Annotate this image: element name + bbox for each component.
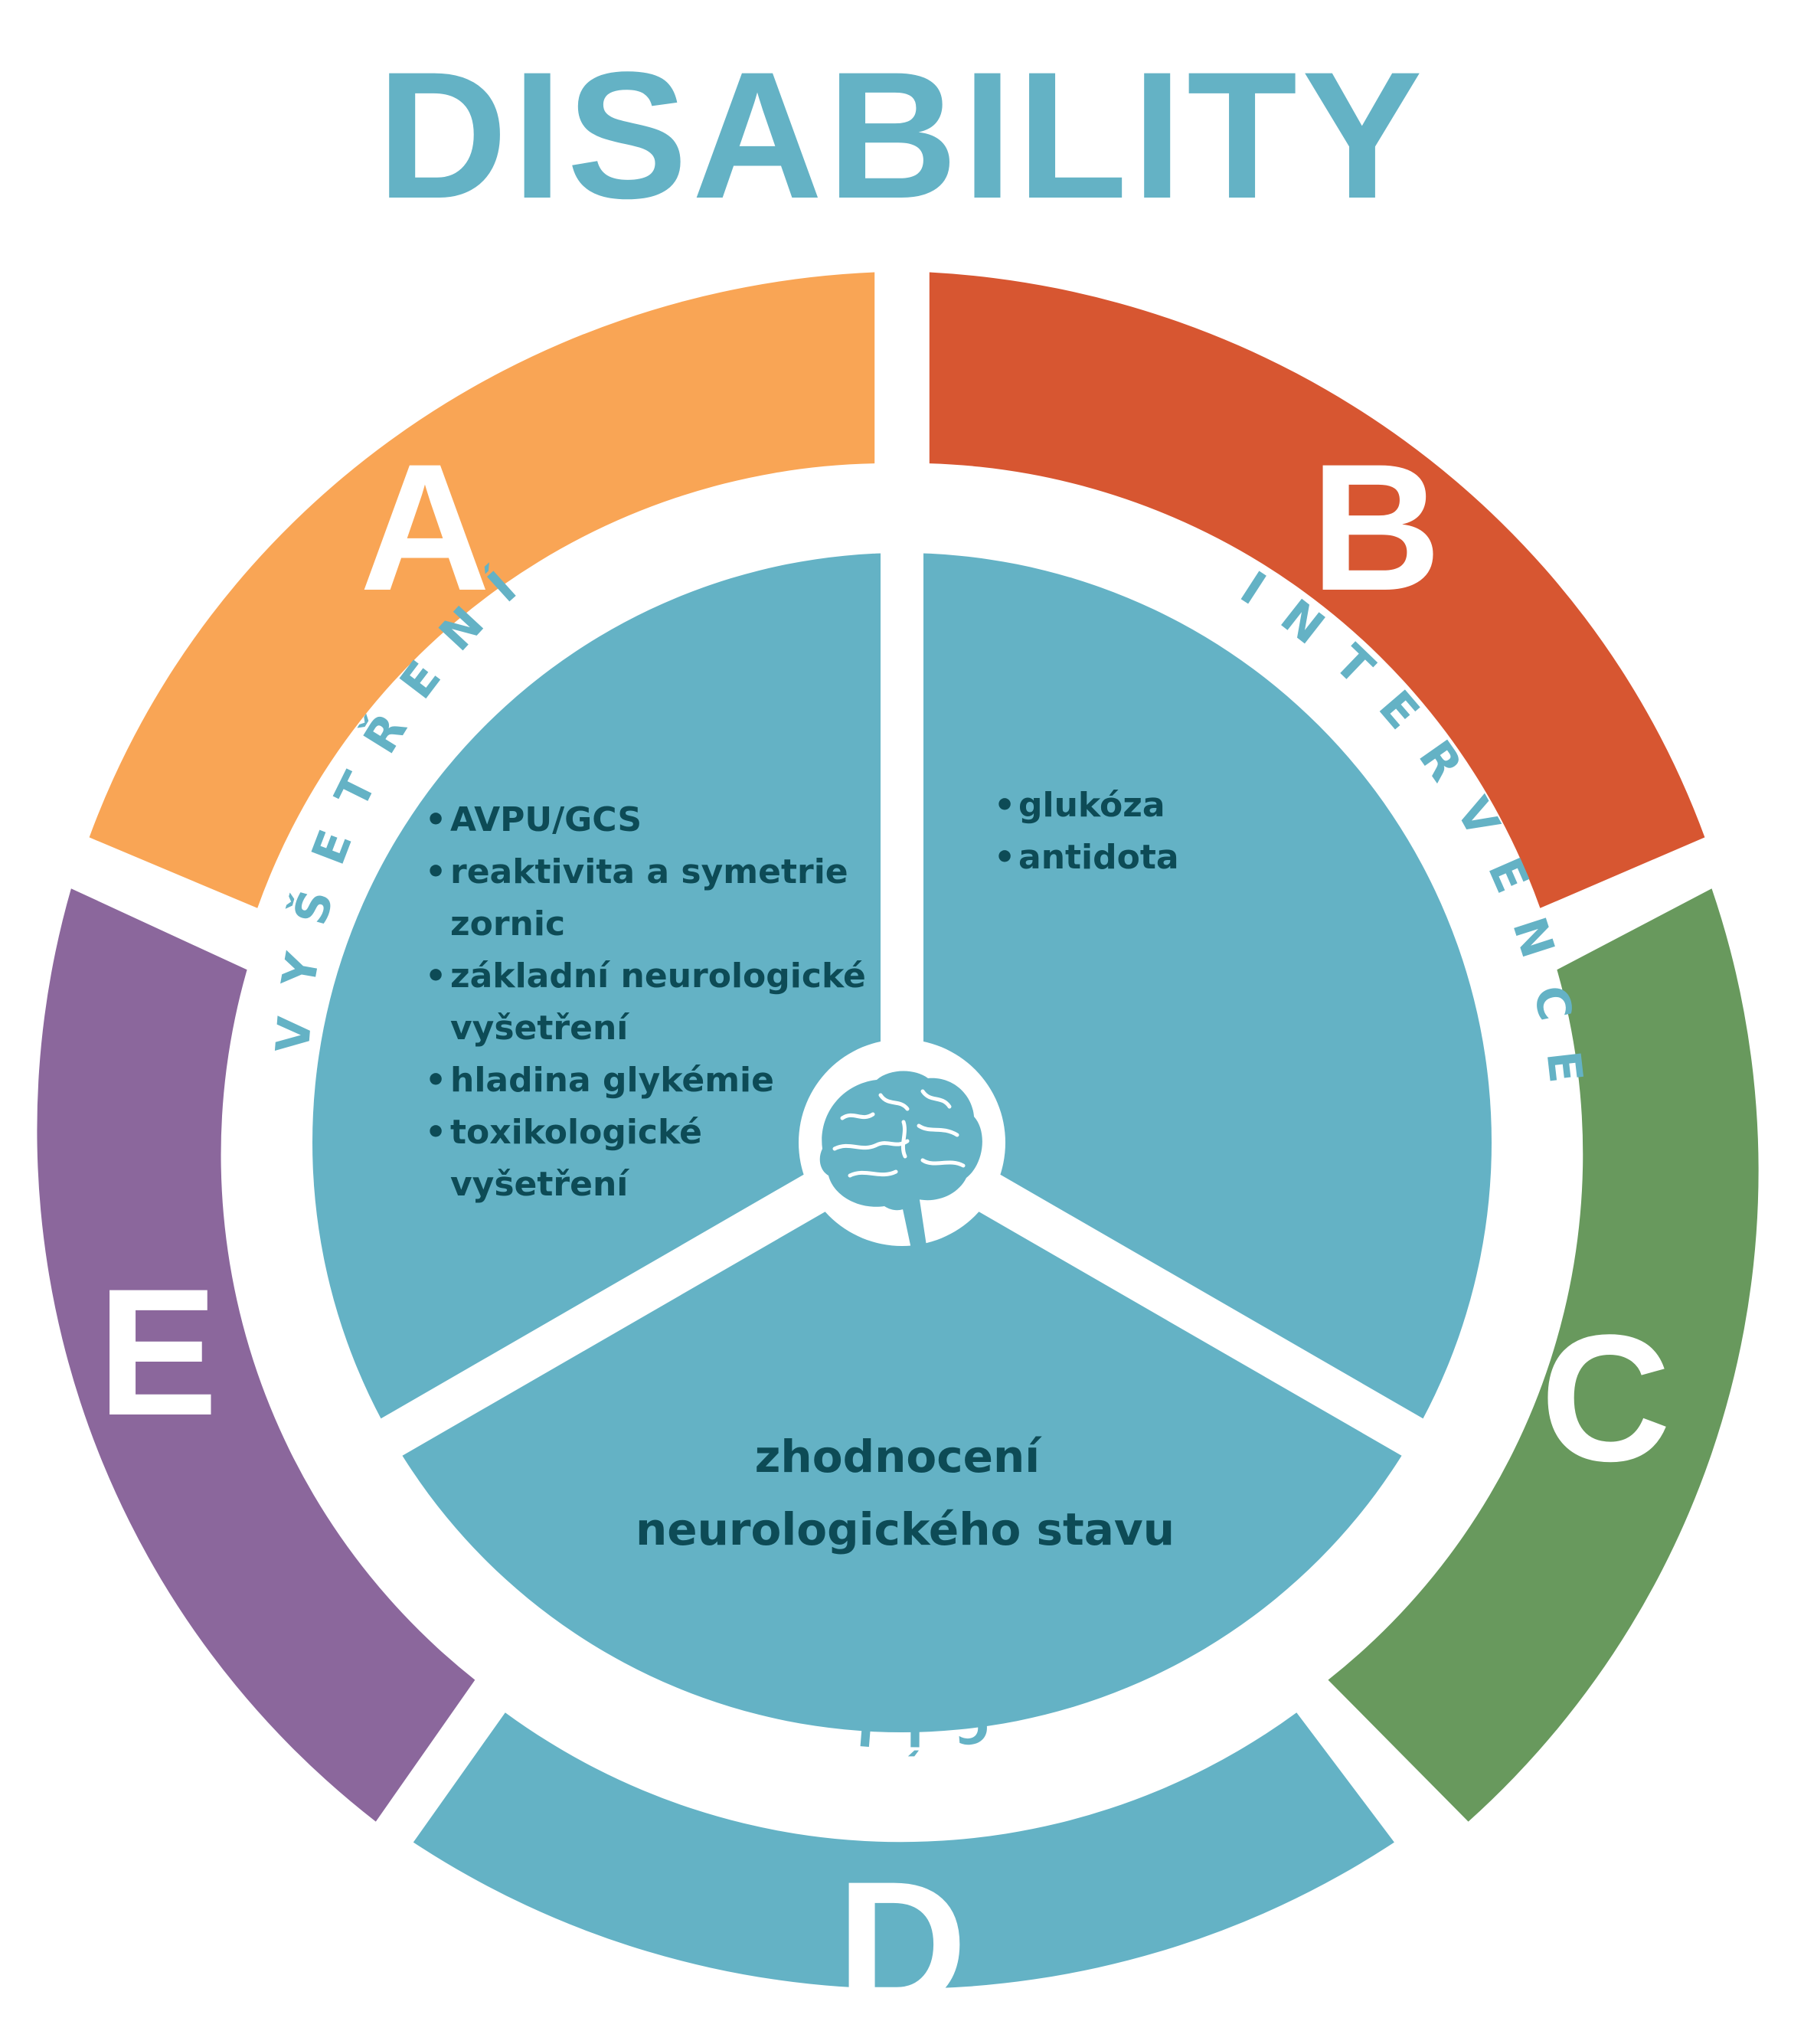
goal-line: zhodnocení xyxy=(755,1431,1043,1483)
assessment-bullet: • xyxy=(425,1061,446,1100)
assessment-list: • AVPU/GCS • reaktivita a symetrie zorni… xyxy=(425,800,877,1204)
assessment-bullet: • xyxy=(425,852,446,891)
assessment-item: reaktivita a symetrie xyxy=(450,852,848,891)
segment-a xyxy=(89,272,875,908)
brain-folds xyxy=(832,1089,966,1178)
assessment-item: hladina glykémie xyxy=(450,1061,774,1100)
assessment-bullet: • xyxy=(425,800,446,839)
intervention-item: antidota xyxy=(1018,838,1179,877)
segment-c xyxy=(1328,888,1759,1822)
segment-b xyxy=(929,272,1705,908)
intervention-bullet: • xyxy=(994,838,1015,877)
brain-icon xyxy=(819,1071,982,1256)
divider-right xyxy=(891,1123,1450,1472)
intervention-bullet: • xyxy=(994,786,1015,825)
segment-e xyxy=(37,888,476,1822)
divider-left xyxy=(354,1123,913,1472)
goal-line: neurologického stavu xyxy=(636,1503,1175,1555)
segment-a-letter: A xyxy=(360,427,490,629)
assessment-item: vyšetření xyxy=(450,1165,630,1204)
assessment-item: vyšetření xyxy=(450,1009,630,1048)
diagram-title: DISABILITY xyxy=(377,34,1427,237)
intervention-list: • glukóza • antidota xyxy=(994,786,1179,877)
goal-text: zhodnocení neurologického stavu xyxy=(636,1431,1175,1555)
segment-c-letter: C xyxy=(1541,1297,1671,1499)
assessment-item: toxikologické xyxy=(450,1113,702,1152)
assessment-bullet: • xyxy=(425,957,446,996)
outer-ring xyxy=(37,272,1759,1989)
assessment-item: AVPU/GCS xyxy=(450,800,642,839)
assessment-bullet: • xyxy=(425,1113,446,1152)
assessment-item: základní neurologické xyxy=(450,957,866,996)
segment-d xyxy=(413,1712,1394,1989)
intervention-item: glukóza xyxy=(1018,786,1165,825)
segment-d-letter: D xyxy=(837,1844,967,2044)
assessment-item: zornic xyxy=(450,904,565,944)
segment-e-letter: E xyxy=(97,1251,217,1454)
segment-b-letter: B xyxy=(1311,427,1441,629)
